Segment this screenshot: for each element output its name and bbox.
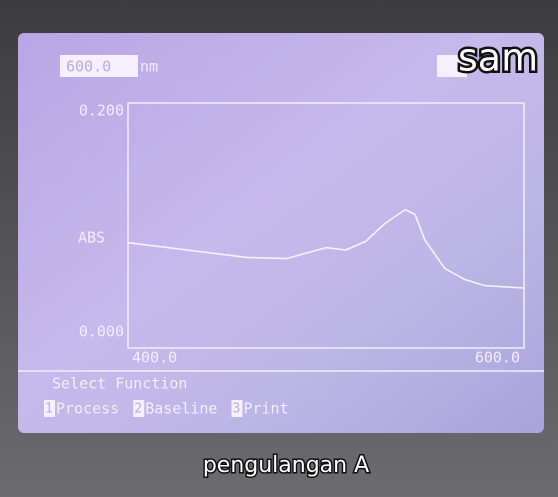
y-tick-label: 0.000 <box>79 323 124 341</box>
plot-frame <box>127 102 525 349</box>
softkey-badge <box>44 400 55 417</box>
softkey-label: Print <box>243 400 288 418</box>
x-tick-label: 600.0 <box>475 349 520 367</box>
x-tick-label: 400.0 <box>132 349 177 367</box>
overlay-text: sam <box>458 36 538 80</box>
y-axis-label: ABS <box>78 229 105 247</box>
softkey-number: 3 <box>232 402 240 417</box>
softkeys: 1 Process 2 Baseline 3 Print <box>44 400 289 418</box>
softkey-number: 2 <box>134 402 142 417</box>
wavelength-unit: nm <box>140 58 158 76</box>
softkey-label: Process <box>56 400 119 418</box>
wavelength: 600.0 <box>66 58 111 76</box>
caption: pengulangan A <box>203 453 369 478</box>
lcd-screen <box>18 33 544 433</box>
y-tick-label: 0.200 <box>79 102 124 120</box>
softkey-badge <box>231 400 243 417</box>
status-box <box>437 55 467 77</box>
spectrum-line <box>127 208 525 289</box>
softkey-number: 1 <box>45 402 53 417</box>
softkey-badge <box>133 400 145 417</box>
softkey-label: Baseline <box>145 400 217 418</box>
wavelength-box <box>60 55 138 77</box>
menu-title: Select Function <box>52 375 187 393</box>
